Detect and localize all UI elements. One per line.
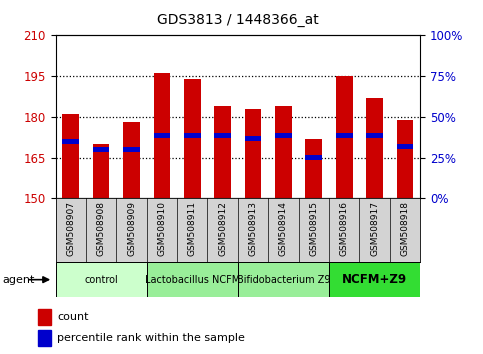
Text: GSM508909: GSM508909 [127,201,136,256]
Text: GSM508910: GSM508910 [157,201,167,256]
Text: NCFM+Z9: NCFM+Z9 [342,273,407,286]
Bar [336,133,353,138]
Text: Lactobacillus NCFM: Lactobacillus NCFM [145,275,240,285]
Bar [184,133,200,138]
Text: Bifidobacterium Z9: Bifidobacterium Z9 [237,275,330,285]
Bar [245,136,261,141]
Text: GSM508914: GSM508914 [279,201,288,256]
Bar [38,330,51,346]
Text: agent: agent [2,275,35,285]
Bar [397,120,413,198]
Bar [214,106,231,198]
Text: control: control [84,275,118,285]
Text: GSM508918: GSM508918 [400,201,410,256]
Bar [93,144,110,198]
Bar [245,109,261,198]
FancyBboxPatch shape [147,262,238,297]
Bar [305,138,322,198]
Bar [397,144,413,149]
Bar [305,155,322,160]
FancyBboxPatch shape [56,262,147,297]
Text: GSM508911: GSM508911 [188,201,197,256]
Bar [184,79,200,198]
Text: GSM508915: GSM508915 [309,201,318,256]
Bar [154,73,170,198]
Bar [123,147,140,152]
Text: percentile rank within the sample: percentile rank within the sample [57,333,245,343]
Bar [214,133,231,138]
FancyBboxPatch shape [329,262,420,297]
Bar [154,133,170,138]
Bar [366,98,383,198]
Bar [62,114,79,198]
Text: GSM508908: GSM508908 [97,201,106,256]
Text: GSM508917: GSM508917 [370,201,379,256]
Bar [123,122,140,198]
Text: GSM508907: GSM508907 [66,201,75,256]
Bar [336,76,353,198]
Text: GSM508916: GSM508916 [340,201,349,256]
Text: GDS3813 / 1448366_at: GDS3813 / 1448366_at [157,12,319,27]
Bar [93,147,110,152]
Bar [275,133,292,138]
Text: GSM508913: GSM508913 [249,201,257,256]
Bar [275,106,292,198]
Text: count: count [57,312,89,322]
Bar [366,133,383,138]
Text: GSM508912: GSM508912 [218,201,227,256]
Bar [62,139,79,144]
FancyBboxPatch shape [238,262,329,297]
Bar [38,309,51,325]
